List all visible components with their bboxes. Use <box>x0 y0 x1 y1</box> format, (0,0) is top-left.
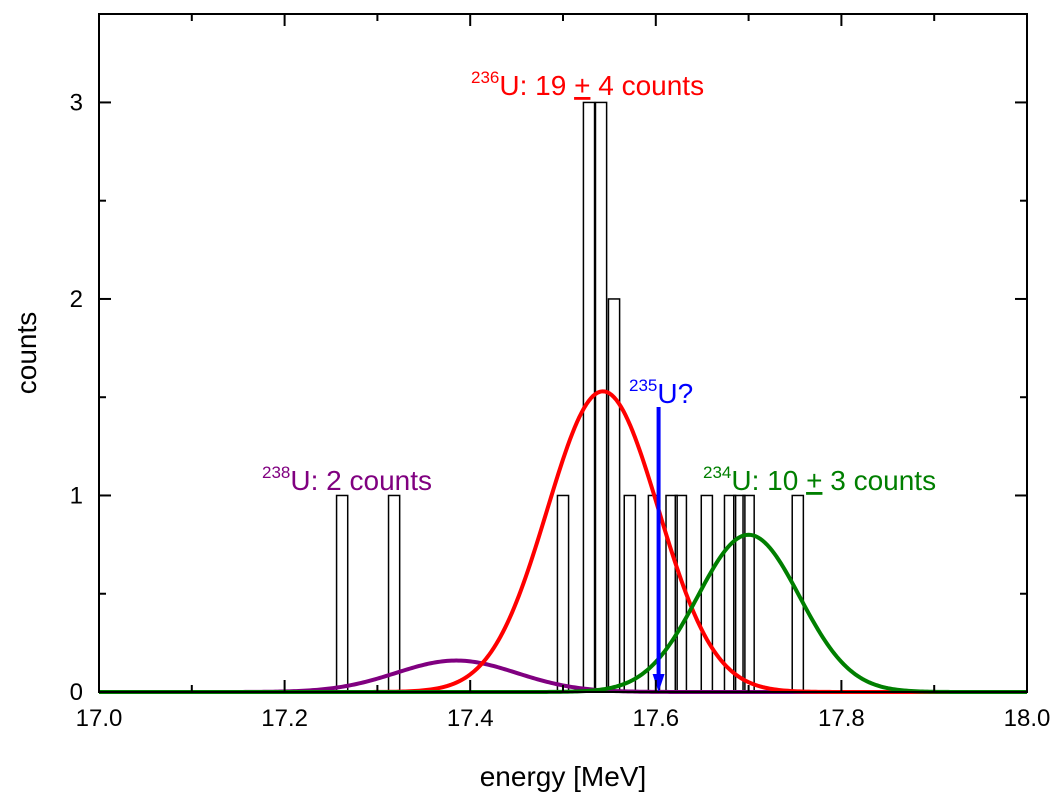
x-tick-label: 17.8 <box>818 705 865 732</box>
annotation-u235-text: U? <box>657 378 693 409</box>
annotation-u236-rest: 4 counts <box>590 70 704 101</box>
annotation-u238-mass: 238 <box>262 463 290 482</box>
x-axis-title: energy [MeV] <box>480 761 647 792</box>
fit-curves <box>99 389 1027 694</box>
histogram-bar <box>594 101 608 693</box>
annotation-u236-pm: + <box>574 70 590 101</box>
x-tick-label: 17.2 <box>261 705 308 732</box>
x-tick-label: 18.0 <box>1004 705 1051 732</box>
annotation-u236: 236U: 19 + 4 counts <box>471 68 704 101</box>
fit-curve-u234 <box>99 532 1027 694</box>
histogram-bar <box>387 494 401 693</box>
annotation-u236-mass: 236 <box>471 68 499 87</box>
x-tick-label: 17.6 <box>632 705 679 732</box>
y-tick-label: 1 <box>70 482 83 509</box>
annotation-u234-mass: 234 <box>703 463 731 482</box>
isotope-235-marker <box>652 407 665 692</box>
y-axis-title: counts <box>11 312 42 395</box>
annotation-u234-rest: 3 counts <box>822 465 936 496</box>
x-tick-label: 17.4 <box>447 705 494 732</box>
histogram-bar <box>700 494 714 693</box>
annotation-u234-pm: + <box>806 465 822 496</box>
y-tick-label: 2 <box>70 286 83 313</box>
histogram-bar <box>556 494 570 693</box>
annotation-u238: 238U: 2 counts <box>262 463 432 496</box>
y-tick-label: 3 <box>70 89 83 116</box>
axis-ticks <box>98 14 1028 693</box>
annotation-u234: 234U: 10 + 3 counts <box>703 463 936 496</box>
annotation-u238-text: U: 2 counts <box>290 465 432 496</box>
marker-arrow-head <box>652 674 665 692</box>
y-tick-label: 0 <box>70 679 83 706</box>
annotation-u236-text: U: 19 <box>499 70 574 101</box>
annotation-u234-text: U: 10 <box>731 465 806 496</box>
histogram-bar <box>607 298 621 693</box>
plot-frame <box>98 13 1028 693</box>
x-tick-labels: 17.0 17.2 17.4 17.6 17.8 18.0 <box>76 705 1051 732</box>
y-tick-labels: 0 1 2 3 <box>70 89 83 706</box>
fit-curve-u236 <box>99 389 1027 694</box>
histogram-bar <box>335 494 349 693</box>
annotation-u235: 235U? <box>629 376 693 409</box>
x-tick-label: 17.0 <box>76 705 123 732</box>
histogram-bar <box>623 494 637 693</box>
histogram-bars <box>335 101 805 693</box>
annotation-u235-mass: 235 <box>629 376 657 395</box>
